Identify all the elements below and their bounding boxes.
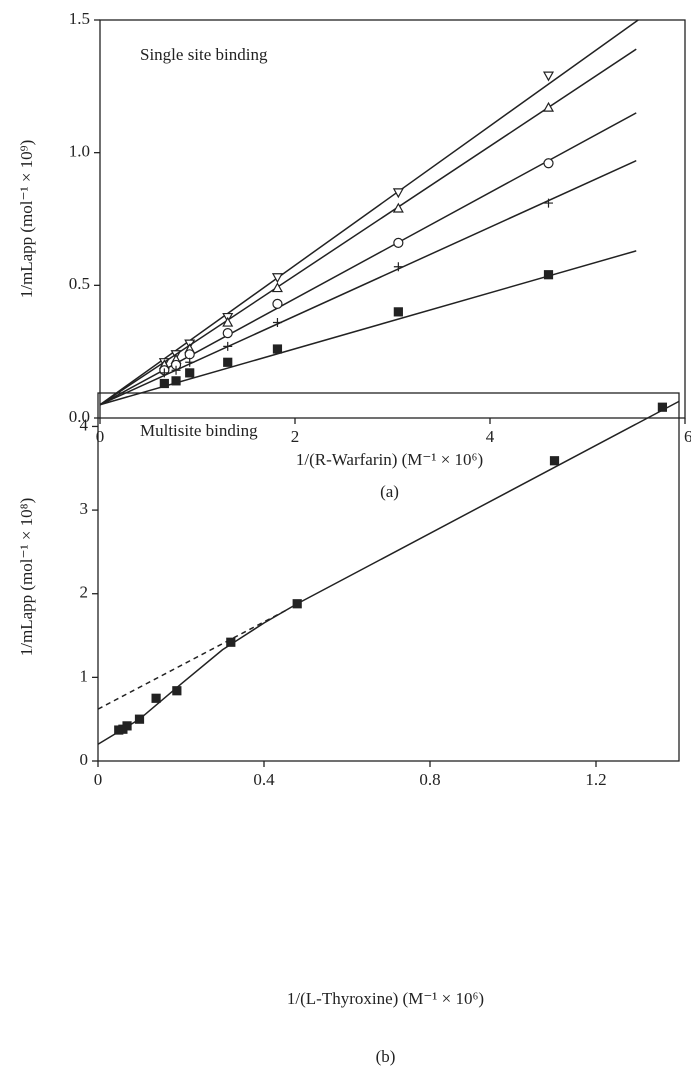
- x-tick-label: 0.8: [419, 770, 440, 789]
- point: [393, 307, 403, 317]
- point: [223, 357, 233, 367]
- point: [272, 344, 283, 354]
- point: [271, 282, 283, 293]
- point: [184, 349, 195, 360]
- x-tick-label: 1.2: [585, 770, 606, 789]
- point: [542, 71, 555, 82]
- point: [222, 316, 234, 327]
- fit-line: [99, 159, 637, 406]
- fit-line: [99, 48, 637, 406]
- point: [134, 714, 145, 724]
- y-tick-label: 1.5: [69, 9, 90, 28]
- x-tick-label: 6: [684, 427, 691, 446]
- y-tick-label: 4: [80, 415, 89, 434]
- y-tick-label: 1.0: [69, 142, 90, 161]
- point: [271, 273, 283, 284]
- y-tick-label: 0.0: [69, 407, 90, 426]
- point: [544, 198, 553, 208]
- point: [542, 101, 555, 112]
- x-tick-label: 0: [94, 770, 103, 789]
- fit-line: [99, 19, 639, 406]
- point: [171, 365, 181, 375]
- x-tick-label: 0.4: [253, 770, 275, 789]
- fit-line: [99, 112, 637, 406]
- y-tick-label: 0: [80, 750, 89, 769]
- point: [223, 341, 233, 351]
- point: [122, 721, 132, 731]
- point: [222, 327, 233, 339]
- extrapolation-line: [97, 608, 290, 710]
- chart-title: Single site binding: [140, 45, 268, 64]
- point: [392, 202, 404, 213]
- y-tick-label: 0.5: [69, 274, 90, 293]
- point: [543, 158, 554, 169]
- chart-title: Multisite binding: [140, 421, 258, 440]
- point: [172, 686, 182, 696]
- point: [549, 456, 560, 466]
- y-tick-label: 1: [80, 666, 89, 685]
- plot-frame: [97, 392, 680, 762]
- point: [393, 262, 403, 272]
- point: [272, 317, 282, 327]
- point: [151, 693, 161, 703]
- point: [657, 402, 668, 412]
- point: [543, 270, 554, 280]
- y-tick-label: 2: [80, 583, 89, 602]
- point: [292, 599, 302, 609]
- point: [393, 237, 404, 248]
- y-tick-label: 3: [80, 499, 89, 518]
- y-axis-label: 1/mLapp (mol⁻¹ × 10⁸): [17, 498, 36, 656]
- y-axis-label: 1/mLapp (mol⁻¹ × 10⁹): [17, 140, 36, 298]
- panel-label: (a): [380, 482, 399, 501]
- x-axis-label: 1/(L-Thyroxine) (M⁻¹ × 10⁶): [287, 989, 484, 1008]
- point: [159, 378, 169, 389]
- point: [185, 357, 195, 367]
- panel-label: (b): [376, 1047, 396, 1066]
- x-axis-label: 1/(R-Warfarin) (M⁻¹ × 10⁶): [296, 450, 483, 469]
- x-tick-label: 0: [96, 427, 105, 446]
- x-tick-label: 2: [291, 427, 300, 446]
- x-tick-label: 4: [486, 427, 495, 446]
- point: [272, 298, 283, 310]
- plot-frame: [99, 19, 686, 419]
- point: [171, 376, 181, 386]
- point: [392, 188, 404, 199]
- point: [185, 368, 195, 378]
- point: [226, 637, 236, 647]
- point: [159, 368, 169, 378]
